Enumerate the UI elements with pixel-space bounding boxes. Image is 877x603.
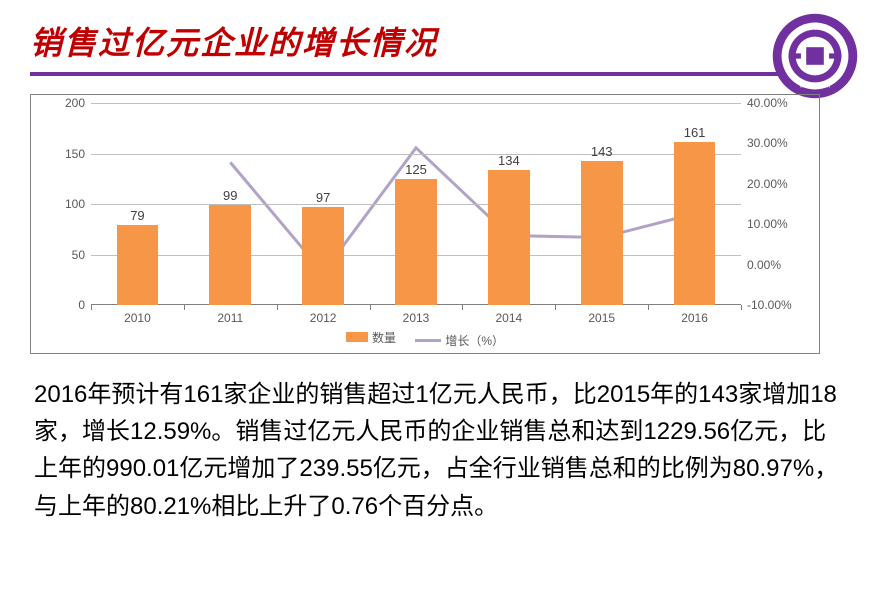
x-tick [648, 305, 649, 310]
x-tick [555, 305, 556, 310]
bar-value-label: 134 [498, 153, 520, 168]
svg-text:清华大学: 清华大学 [803, 24, 828, 32]
legend-item-bar: 数量 [346, 329, 396, 346]
bar-value-label: 161 [684, 125, 706, 140]
chart-legend: 数量 增长（%） [31, 329, 819, 350]
gridline [91, 103, 741, 104]
x-tick-label: 2011 [217, 311, 243, 325]
header: 销售过亿元企业的增长情况 [0, 0, 877, 76]
y-left-tick-label: 150 [51, 147, 85, 161]
bar [209, 205, 251, 305]
legend-swatch-line-icon [415, 339, 441, 342]
legend-item-line: 增长（%） [415, 332, 504, 349]
y-left-tick-label: 50 [51, 248, 85, 262]
x-tick-label: 2015 [588, 311, 615, 325]
legend-swatch-bar-icon [346, 332, 368, 342]
x-tick-label: 2013 [403, 311, 430, 325]
y-left-tick-label: 200 [51, 96, 85, 110]
bar [674, 142, 716, 305]
body-paragraph: 2016年预计有161家企业的销售超过1亿元人民币，比2015年的143家增加1… [34, 376, 843, 525]
y-left-tick-label: 100 [51, 197, 85, 211]
chart-container: 0 50 100 150 200 -10.00% 0.00% 10.00% 20.00% 30.0… [30, 94, 820, 354]
bar-value-label: 143 [591, 144, 613, 159]
university-seal-icon: 清华大学 IME·1980·DMN [771, 12, 859, 100]
x-tick-label: 2012 [310, 311, 337, 325]
bar-value-label: 125 [405, 162, 427, 177]
x-tick-label: 2014 [495, 311, 522, 325]
bar [117, 225, 159, 305]
bar [395, 179, 437, 305]
legend-label-line: 增长（%） [445, 332, 504, 349]
x-tick [462, 305, 463, 310]
bar [488, 170, 530, 305]
y-right-tick-label: 40.00% [747, 96, 801, 110]
x-tick [741, 305, 742, 310]
svg-text:IME·1980·DMN: IME·1980·DMN [800, 84, 831, 89]
header-rule [30, 72, 790, 76]
bar [581, 161, 623, 305]
x-tick [91, 305, 92, 310]
x-tick [277, 305, 278, 310]
bar-value-label: 97 [316, 190, 330, 205]
y-right-tick-label: 30.00% [747, 136, 801, 150]
x-tick [370, 305, 371, 310]
bar [302, 207, 344, 305]
bar-value-label: 99 [223, 188, 237, 203]
chart-plot-area: 050100150200-10.00%0.00%10.00%20.00%30.0… [91, 103, 741, 305]
x-tick [184, 305, 185, 310]
x-tick-label: 2010 [124, 311, 151, 325]
gridline [91, 154, 741, 155]
x-tick-label: 2016 [681, 311, 708, 325]
y-left-tick-label: 0 [51, 298, 85, 312]
legend-label-bar: 数量 [372, 329, 396, 346]
y-right-tick-label: -10.00% [747, 298, 801, 312]
y-right-tick-label: 0.00% [747, 258, 801, 272]
bar-value-label: 79 [130, 208, 144, 223]
y-right-tick-label: 20.00% [747, 177, 801, 191]
page-title: 销售过亿元企业的增长情况 [30, 18, 877, 64]
y-right-tick-label: 10.00% [747, 217, 801, 231]
